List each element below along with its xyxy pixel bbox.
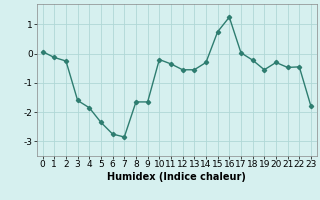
- X-axis label: Humidex (Indice chaleur): Humidex (Indice chaleur): [108, 172, 246, 182]
